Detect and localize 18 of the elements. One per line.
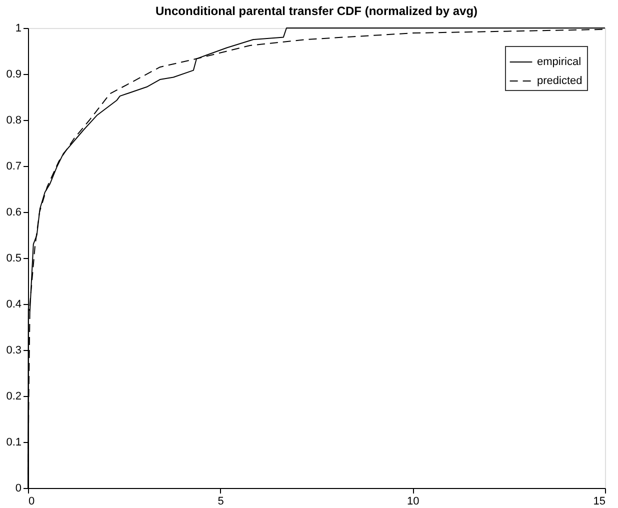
x-tick-label: 10 [407, 496, 420, 508]
legend-label: empirical [537, 56, 582, 68]
y-tick-label: 1 [15, 22, 22, 34]
y-tick-label: 0.6 [6, 206, 22, 218]
chart-title: Unconditional parental transfer CDF (normalized by avg) [155, 4, 478, 18]
y-tick-label: 0.7 [6, 160, 22, 172]
y-tick-label: 0.3 [6, 344, 22, 356]
y-tick-label: 0.1 [6, 436, 22, 448]
legend-label: predicted [537, 75, 582, 87]
y-tick-label: 0.8 [6, 114, 22, 126]
y-tick-label: 0.9 [6, 68, 22, 80]
y-tick-label: 0 [15, 482, 22, 494]
x-tick-label: 15 [593, 496, 606, 508]
y-tick-label: 0.5 [6, 252, 22, 264]
x-tick-label: 5 [218, 496, 224, 508]
y-tick-label: 0.2 [6, 390, 22, 402]
x-tick-label: 0 [28, 496, 35, 508]
y-tick-label: 0.4 [6, 298, 22, 310]
